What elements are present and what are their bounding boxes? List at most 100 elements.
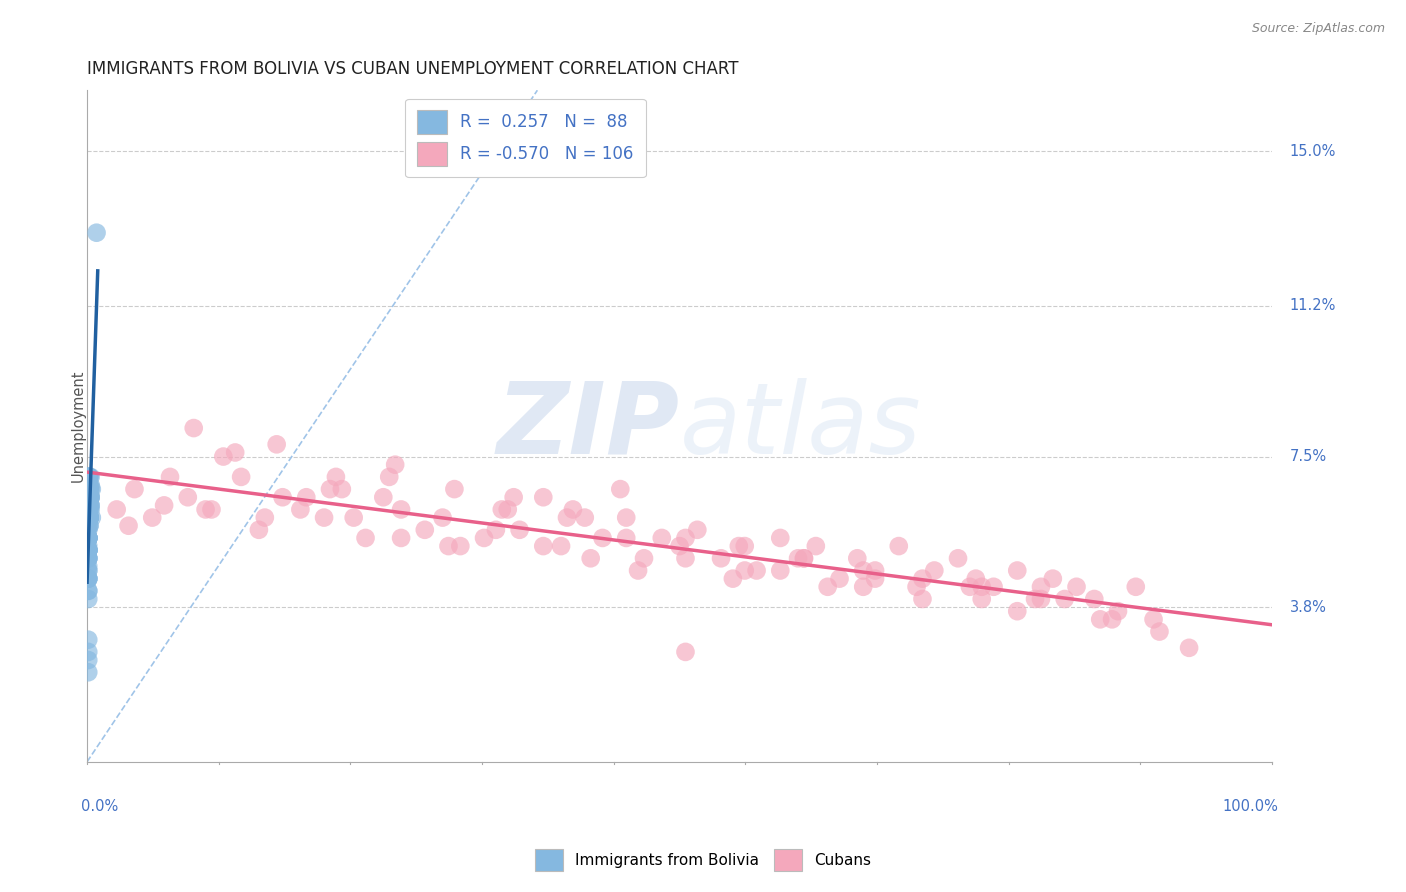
Point bbox=[77, 510, 100, 524]
Legend: R =  0.257   N =  88, R = -0.570   N = 106: R = 0.257 N = 88, R = -0.570 N = 106 bbox=[405, 99, 645, 178]
Point bbox=[852, 564, 875, 578]
Text: 7.5%: 7.5% bbox=[1289, 449, 1327, 464]
Point bbox=[79, 510, 101, 524]
Point bbox=[79, 482, 101, 496]
Point bbox=[79, 510, 101, 524]
Point bbox=[224, 445, 246, 459]
Point bbox=[79, 502, 101, 516]
Point bbox=[675, 551, 697, 566]
Point bbox=[77, 531, 100, 545]
Point bbox=[668, 539, 690, 553]
Point bbox=[437, 539, 460, 553]
Point bbox=[1029, 592, 1052, 607]
Point bbox=[1142, 612, 1164, 626]
Point bbox=[734, 564, 756, 578]
Point bbox=[496, 502, 519, 516]
Point bbox=[79, 510, 101, 524]
Point bbox=[911, 572, 934, 586]
Point bbox=[153, 499, 176, 513]
Point bbox=[846, 551, 869, 566]
Point bbox=[77, 632, 100, 647]
Point bbox=[77, 583, 100, 598]
Point bbox=[77, 543, 100, 558]
Point bbox=[79, 482, 101, 496]
Point bbox=[77, 531, 100, 545]
Point bbox=[177, 490, 200, 504]
Point bbox=[804, 539, 827, 553]
Point bbox=[79, 510, 101, 524]
Point bbox=[77, 510, 100, 524]
Point bbox=[1042, 572, 1064, 586]
Point bbox=[946, 551, 969, 566]
Point bbox=[793, 551, 815, 566]
Point bbox=[79, 510, 101, 524]
Point bbox=[77, 490, 100, 504]
Point bbox=[271, 490, 294, 504]
Point bbox=[531, 490, 554, 504]
Point bbox=[852, 580, 875, 594]
Text: ZIP: ZIP bbox=[496, 377, 679, 475]
Point bbox=[354, 531, 377, 545]
Point bbox=[77, 551, 100, 566]
Text: 11.2%: 11.2% bbox=[1289, 299, 1336, 313]
Point bbox=[77, 543, 100, 558]
Point bbox=[79, 490, 101, 504]
Point bbox=[1007, 564, 1029, 578]
Point bbox=[79, 470, 101, 484]
Point bbox=[183, 421, 205, 435]
Point bbox=[79, 470, 101, 484]
Point bbox=[77, 539, 100, 553]
Point bbox=[77, 531, 100, 545]
Point bbox=[77, 531, 100, 545]
Point bbox=[79, 478, 101, 492]
Point bbox=[200, 502, 222, 516]
Point bbox=[79, 490, 101, 504]
Point bbox=[592, 531, 614, 545]
Point bbox=[77, 510, 100, 524]
Point bbox=[253, 510, 276, 524]
Point bbox=[793, 551, 815, 566]
Point bbox=[319, 482, 342, 496]
Point bbox=[675, 645, 697, 659]
Point bbox=[79, 510, 101, 524]
Point bbox=[77, 564, 100, 578]
Point bbox=[79, 478, 101, 492]
Point bbox=[105, 502, 128, 516]
Point bbox=[80, 510, 103, 524]
Point bbox=[194, 502, 217, 516]
Point bbox=[787, 551, 810, 566]
Point bbox=[79, 510, 101, 524]
Point bbox=[1007, 604, 1029, 618]
Point bbox=[79, 518, 101, 533]
Point bbox=[983, 580, 1005, 594]
Point bbox=[343, 510, 366, 524]
Point bbox=[79, 470, 101, 484]
Point bbox=[77, 559, 100, 574]
Point bbox=[77, 583, 100, 598]
Point bbox=[1066, 580, 1088, 594]
Point bbox=[77, 499, 100, 513]
Point bbox=[1053, 592, 1076, 607]
Point bbox=[77, 543, 100, 558]
Point bbox=[79, 490, 101, 504]
Point bbox=[79, 482, 101, 496]
Point bbox=[721, 572, 744, 586]
Point bbox=[531, 539, 554, 553]
Point bbox=[432, 510, 454, 524]
Point bbox=[965, 572, 987, 586]
Point bbox=[443, 482, 465, 496]
Point bbox=[77, 665, 100, 680]
Point bbox=[295, 490, 318, 504]
Point bbox=[77, 490, 100, 504]
Point bbox=[727, 539, 749, 553]
Point bbox=[79, 499, 101, 513]
Point bbox=[247, 523, 270, 537]
Point bbox=[79, 510, 101, 524]
Point bbox=[745, 564, 768, 578]
Point bbox=[579, 551, 602, 566]
Point bbox=[77, 572, 100, 586]
Point bbox=[491, 502, 513, 516]
Point bbox=[77, 531, 100, 545]
Point bbox=[330, 482, 353, 496]
Y-axis label: Unemployment: Unemployment bbox=[72, 370, 86, 483]
